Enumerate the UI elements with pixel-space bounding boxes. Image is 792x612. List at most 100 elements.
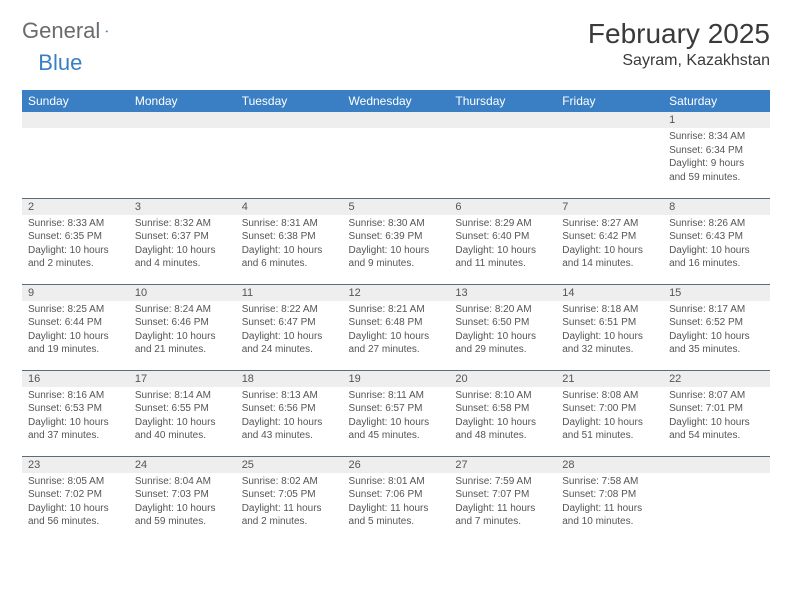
- calendar-week-row: 23Sunrise: 8:05 AMSunset: 7:02 PMDayligh…: [22, 456, 770, 542]
- day-day2: and 56 minutes.: [28, 515, 123, 529]
- calendar-cell: 18Sunrise: 8:13 AMSunset: 6:56 PMDayligh…: [236, 370, 343, 456]
- day-sunrise: Sunrise: 8:31 AM: [242, 217, 337, 231]
- day-number: 8: [663, 199, 770, 215]
- day-day1: Daylight: 10 hours: [562, 330, 657, 344]
- day-day1: Daylight: 10 hours: [135, 330, 230, 344]
- day-day1: Daylight: 11 hours: [349, 502, 444, 516]
- day-number: [449, 112, 556, 128]
- day-day2: and 21 minutes.: [135, 343, 230, 357]
- day-detail: Sunrise: 8:08 AMSunset: 7:00 PMDaylight:…: [556, 387, 663, 447]
- calendar-body: 1Sunrise: 8:34 AMSunset: 6:34 PMDaylight…: [22, 112, 770, 542]
- calendar-cell: [663, 456, 770, 542]
- day-detail: Sunrise: 8:27 AMSunset: 6:42 PMDaylight:…: [556, 215, 663, 275]
- month-title: February 2025: [588, 18, 770, 50]
- day-sunrise: Sunrise: 7:59 AM: [455, 475, 550, 489]
- day-day1: Daylight: 10 hours: [135, 502, 230, 516]
- calendar-cell: 23Sunrise: 8:05 AMSunset: 7:02 PMDayligh…: [22, 456, 129, 542]
- day-sunrise: Sunrise: 8:24 AM: [135, 303, 230, 317]
- day-sunset: Sunset: 6:55 PM: [135, 402, 230, 416]
- day-sunset: Sunset: 6:37 PM: [135, 230, 230, 244]
- day-number: 1: [663, 112, 770, 128]
- day-day1: Daylight: 10 hours: [242, 330, 337, 344]
- day-number: 15: [663, 285, 770, 301]
- day-detail: Sunrise: 8:11 AMSunset: 6:57 PMDaylight:…: [343, 387, 450, 447]
- day-day1: Daylight: 10 hours: [669, 244, 764, 258]
- day-sunset: Sunset: 6:40 PM: [455, 230, 550, 244]
- day-day1: Daylight: 10 hours: [242, 416, 337, 430]
- day-day2: and 40 minutes.: [135, 429, 230, 443]
- weekday-friday: Friday: [556, 90, 663, 112]
- day-day1: Daylight: 10 hours: [28, 244, 123, 258]
- day-number: [663, 457, 770, 473]
- day-day1: Daylight: 10 hours: [349, 244, 444, 258]
- weekday-row: Sunday Monday Tuesday Wednesday Thursday…: [22, 90, 770, 112]
- calendar-cell: 21Sunrise: 8:08 AMSunset: 7:00 PMDayligh…: [556, 370, 663, 456]
- day-sunset: Sunset: 6:47 PM: [242, 316, 337, 330]
- calendar-cell: [449, 112, 556, 198]
- day-number: [22, 112, 129, 128]
- weekday-wednesday: Wednesday: [343, 90, 450, 112]
- day-detail: Sunrise: 8:33 AMSunset: 6:35 PMDaylight:…: [22, 215, 129, 275]
- day-sunrise: Sunrise: 8:08 AM: [562, 389, 657, 403]
- calendar-cell: 7Sunrise: 8:27 AMSunset: 6:42 PMDaylight…: [556, 198, 663, 284]
- day-day2: and 54 minutes.: [669, 429, 764, 443]
- day-sunrise: Sunrise: 8:30 AM: [349, 217, 444, 231]
- day-day1: Daylight: 10 hours: [562, 244, 657, 258]
- day-day2: and 5 minutes.: [349, 515, 444, 529]
- day-sunset: Sunset: 6:58 PM: [455, 402, 550, 416]
- weekday-tuesday: Tuesday: [236, 90, 343, 112]
- day-number: 14: [556, 285, 663, 301]
- day-number: 11: [236, 285, 343, 301]
- day-sunset: Sunset: 6:34 PM: [669, 144, 764, 158]
- day-number: 19: [343, 371, 450, 387]
- calendar-cell: 27Sunrise: 7:59 AMSunset: 7:07 PMDayligh…: [449, 456, 556, 542]
- day-sunset: Sunset: 6:39 PM: [349, 230, 444, 244]
- calendar-cell: 8 Sunrise: 8:26 AMSunset: 6:43 PMDaylight…: [663, 198, 770, 284]
- day-sunset: Sunset: 6:44 PM: [28, 316, 123, 330]
- calendar-cell: [236, 112, 343, 198]
- day-day2: and 45 minutes.: [349, 429, 444, 443]
- day-detail: Sunrise: 8:10 AMSunset: 6:58 PMDaylight:…: [449, 387, 556, 447]
- day-number: 22: [663, 371, 770, 387]
- day-sunrise: Sunrise: 8:27 AM: [562, 217, 657, 231]
- day-number: 7: [556, 199, 663, 215]
- calendar-cell: [129, 112, 236, 198]
- day-sunrise: Sunrise: 8:26 AM: [669, 217, 764, 231]
- day-sunset: Sunset: 7:00 PM: [562, 402, 657, 416]
- day-sunrise: Sunrise: 8:04 AM: [135, 475, 230, 489]
- day-detail: Sunrise: 8:30 AMSunset: 6:39 PMDaylight:…: [343, 215, 450, 275]
- calendar-table: Sunday Monday Tuesday Wednesday Thursday…: [22, 90, 770, 542]
- day-sunrise: Sunrise: 8:16 AM: [28, 389, 123, 403]
- day-sunset: Sunset: 6:46 PM: [135, 316, 230, 330]
- weekday-thursday: Thursday: [449, 90, 556, 112]
- day-detail: Sunrise: 8:16 AMSunset: 6:53 PMDaylight:…: [22, 387, 129, 447]
- day-day2: and 10 minutes.: [562, 515, 657, 529]
- day-detail: Sunrise: 8:18 AMSunset: 6:51 PMDaylight:…: [556, 301, 663, 361]
- day-number: 28: [556, 457, 663, 473]
- day-detail: Sunrise: 8:20 AMSunset: 6:50 PMDaylight:…: [449, 301, 556, 361]
- day-sunset: Sunset: 6:38 PM: [242, 230, 337, 244]
- calendar-cell: [22, 112, 129, 198]
- calendar-cell: 9Sunrise: 8:25 AMSunset: 6:44 PMDaylight…: [22, 284, 129, 370]
- calendar-cell: 10Sunrise: 8:24 AMSunset: 6:46 PMDayligh…: [129, 284, 236, 370]
- calendar-cell: 17Sunrise: 8:14 AMSunset: 6:55 PMDayligh…: [129, 370, 236, 456]
- day-sunrise: Sunrise: 8:07 AM: [669, 389, 764, 403]
- calendar-cell: 15Sunrise: 8:17 AMSunset: 6:52 PMDayligh…: [663, 284, 770, 370]
- day-sunset: Sunset: 6:50 PM: [455, 316, 550, 330]
- day-day1: Daylight: 11 hours: [562, 502, 657, 516]
- day-day1: Daylight: 10 hours: [562, 416, 657, 430]
- day-number: 23: [22, 457, 129, 473]
- day-number: 26: [343, 457, 450, 473]
- day-day1: Daylight: 10 hours: [669, 416, 764, 430]
- day-sunset: Sunset: 7:01 PM: [669, 402, 764, 416]
- day-number: 12: [343, 285, 450, 301]
- day-day1: Daylight: 10 hours: [455, 244, 550, 258]
- day-sunset: Sunset: 7:03 PM: [135, 488, 230, 502]
- calendar-cell: 25Sunrise: 8:02 AMSunset: 7:05 PMDayligh…: [236, 456, 343, 542]
- logo-sail-icon: [105, 22, 108, 40]
- day-day2: and 59 minutes.: [669, 171, 764, 185]
- day-number: 4: [236, 199, 343, 215]
- day-day2: and 19 minutes.: [28, 343, 123, 357]
- day-sunset: Sunset: 6:43 PM: [669, 230, 764, 244]
- day-sunset: Sunset: 6:48 PM: [349, 316, 444, 330]
